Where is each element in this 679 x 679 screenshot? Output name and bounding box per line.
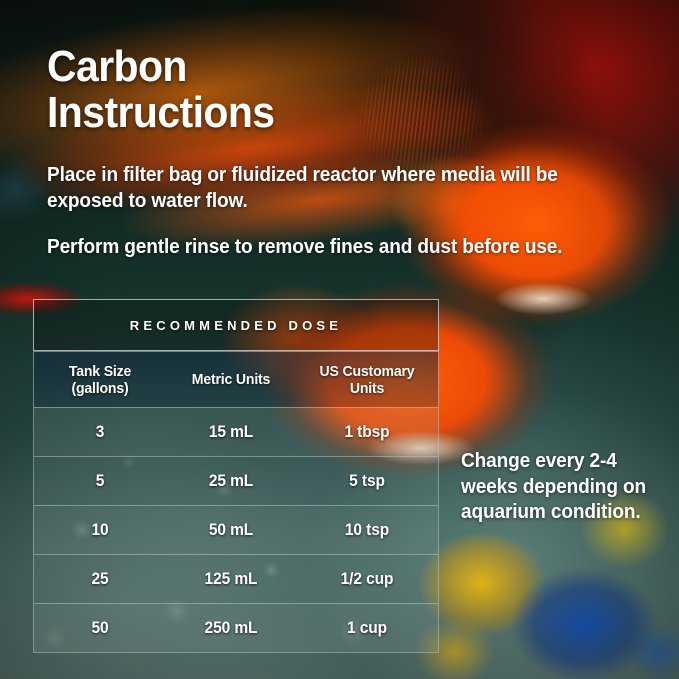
change-frequency-note: Change every 2-4 weeks depending on aqua… [461, 449, 646, 523]
table-row: 5 25 mL 5 tsp [34, 456, 438, 505]
cell-tank-size: 5 [95, 472, 105, 490]
cell-metric: 250 mL [204, 619, 258, 637]
cell-us-customary: 1 cup [346, 619, 388, 637]
cell-us-customary: 5 tsp [349, 472, 385, 490]
recommended-dose-table: RECOMMENDED DOSE Tank Size (gallons) Metr… [33, 299, 439, 656]
cell-metric: 15 mL [208, 423, 254, 441]
cell-tank-size: 10 [91, 521, 109, 539]
table-row: 50 250 mL 1 cup [34, 603, 438, 652]
cell-us-customary: 1 tbsp [344, 423, 390, 441]
cell-metric: 25 mL [208, 472, 254, 490]
cell-us-customary: 1/2 cup [340, 570, 394, 588]
cell-metric: 50 mL [208, 521, 254, 539]
dose-table-banner: RECOMMENDED DOSE [33, 299, 439, 351]
dose-table-banner-label: RECOMMENDED DOSE [129, 317, 343, 333]
dose-table-grid: Tank Size (gallons) Metric Units US Custo… [33, 351, 439, 653]
cell-tank-size: 50 [91, 619, 109, 637]
table-row: 10 50 mL 10 tsp [34, 505, 438, 554]
instruction-paragraph-2: Perform gentle rinse to remove fines and… [47, 235, 563, 258]
table-row: 25 125 mL 1/2 cup [34, 554, 438, 603]
cell-tank-size: 3 [95, 423, 105, 441]
cell-metric: 125 mL [204, 570, 258, 588]
table-header-row: Tank Size (gallons) Metric Units US Custo… [34, 351, 438, 407]
table-row: 3 15 mL 1 tbsp [34, 407, 438, 456]
page-title: Carbon Instructions [47, 42, 275, 137]
instruction-paragraph-1: Place in filter bag or fluidized reactor… [47, 163, 558, 212]
column-header-tank-size: Tank Size (gallons) [68, 362, 132, 397]
column-header-metric: Metric Units [191, 371, 271, 388]
cell-tank-size: 25 [91, 570, 109, 588]
column-header-us-customary: US Customary Units [319, 362, 415, 397]
cell-us-customary: 10 tsp [344, 521, 390, 539]
